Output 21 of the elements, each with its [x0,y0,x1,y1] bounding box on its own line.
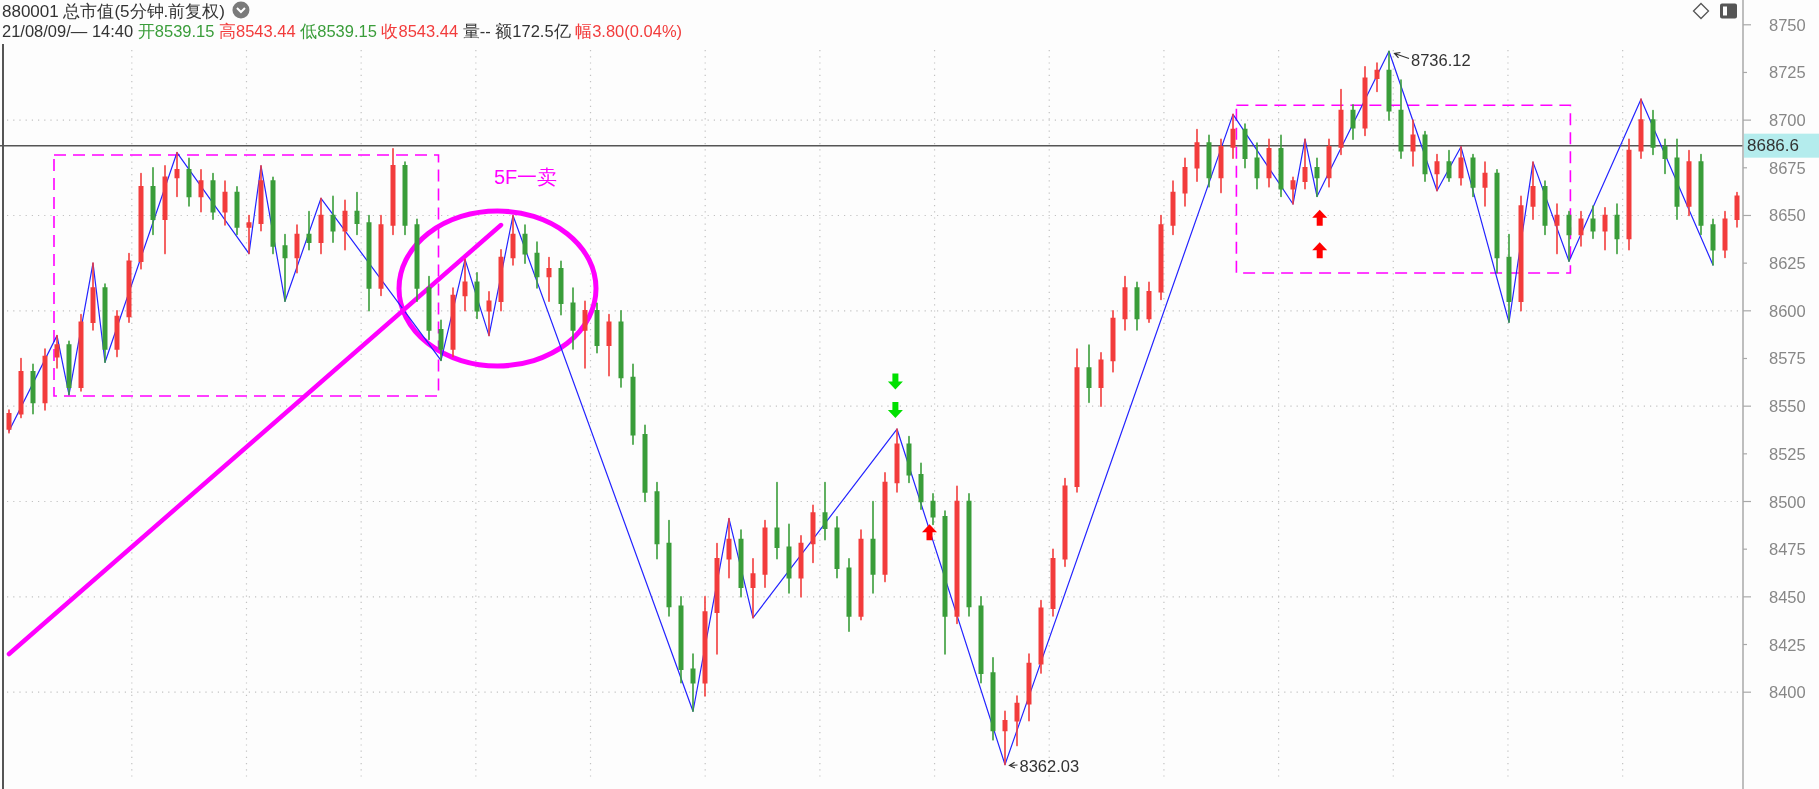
subtitle: 21/08/09/— 14:40 开8539.15 高8543.44 低8539.15 收8543.44 量-- 额172.5亿 幅3.80(0.04%) [2,22,683,40]
title: 880001 总市值(5分钟.前复权) [2,1,225,21]
annotation: 8362.03 [1019,757,1080,775]
y-tick-label: 8650 [1769,206,1806,225]
y-tick-label: 8750 [1769,15,1806,34]
y-tick-label: 8500 [1769,492,1806,511]
y-tick-label: 8600 [1769,301,1806,320]
y-tick-label: 8425 [1769,635,1806,654]
y-tick-label: 8575 [1769,349,1806,368]
y-tick-label: 8550 [1769,397,1806,416]
y-tick-label: 8450 [1769,587,1806,606]
annotation: 5F一卖 [494,166,558,188]
ref-line-label: 8686.6 [1747,136,1799,156]
annotation: 8736.12 [1411,50,1471,69]
y-tick-label: 8675 [1769,158,1806,177]
y-tick-label: 8700 [1769,111,1806,130]
y-tick-label: 8475 [1769,540,1806,559]
y-tick-label: 8725 [1769,63,1806,82]
y-tick-label: 8625 [1769,254,1806,273]
y-tick-label: 8525 [1769,444,1806,463]
y-tick-label: 8400 [1769,683,1806,702]
